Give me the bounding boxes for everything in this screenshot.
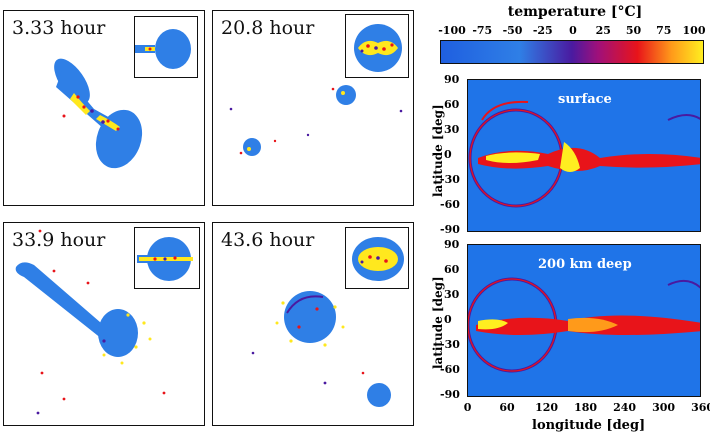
snapshot-panel-1: 3.33 hour bbox=[3, 10, 205, 206]
snapshot-time-label: 20.8 hour bbox=[221, 17, 314, 39]
longitude-tick: 360 bbox=[691, 401, 710, 414]
surface-map: surface bbox=[467, 79, 701, 232]
latitude-tick: 90 bbox=[444, 238, 459, 251]
latitude-tick: 60 bbox=[444, 263, 459, 276]
map-label-surface: surface bbox=[558, 92, 612, 107]
colorbar-tick: 0 bbox=[569, 24, 577, 37]
snapshot-inset bbox=[134, 16, 198, 78]
y-axis-label-bottom: latitude [deg] bbox=[431, 269, 445, 369]
latitude-tick: -90 bbox=[440, 223, 460, 236]
latitude-tick: -30 bbox=[440, 173, 460, 186]
colorbar-tick: -100 bbox=[438, 24, 466, 37]
snapshot-time-label: 43.6 hour bbox=[221, 229, 314, 251]
latitude-tick: 30 bbox=[444, 288, 459, 301]
latitude-tick: -90 bbox=[440, 388, 460, 401]
snapshot-panel-4: 43.6 hour bbox=[212, 222, 414, 426]
colorbar-title: temperature [°C] bbox=[455, 4, 695, 20]
snapshot-time-label: 3.33 hour bbox=[12, 17, 105, 39]
snapshot-inset bbox=[345, 227, 409, 289]
colorbar-tick: 25 bbox=[596, 24, 611, 37]
longitude-tick: 180 bbox=[574, 401, 597, 414]
longitude-tick: 60 bbox=[499, 401, 514, 414]
snapshot-inset bbox=[345, 14, 409, 78]
snapshot-time-label: 33.9 hour bbox=[12, 229, 105, 251]
latitude-tick: -30 bbox=[440, 338, 460, 351]
latitude-tick: 0 bbox=[444, 148, 452, 161]
latitude-tick: 60 bbox=[444, 98, 459, 111]
snapshot-inset bbox=[134, 227, 200, 289]
colorbar-tick: 100 bbox=[683, 24, 706, 37]
colorbar-tick: 50 bbox=[626, 24, 641, 37]
latitude-tick: 30 bbox=[444, 123, 459, 136]
longitude-tick: 0 bbox=[464, 401, 472, 414]
colorbar-tick: -50 bbox=[503, 24, 523, 37]
colorbar-tick: 75 bbox=[656, 24, 671, 37]
longitude-tick: 120 bbox=[535, 401, 558, 414]
latitude-tick: 0 bbox=[444, 313, 452, 326]
x-axis-label: longitude [deg] bbox=[532, 418, 645, 433]
map-label-deep: 200 km deep bbox=[538, 257, 632, 272]
deep-map: 200 km deep bbox=[467, 244, 701, 397]
snapshot-panel-3: 33.9 hour bbox=[3, 222, 205, 426]
snapshot-panel-2: 20.8 hour bbox=[212, 10, 414, 206]
colorbar-tick: -75 bbox=[472, 24, 492, 37]
longitude-tick: 240 bbox=[613, 401, 636, 414]
longitude-tick: 300 bbox=[652, 401, 675, 414]
latitude-tick: -60 bbox=[440, 363, 460, 376]
colorbar bbox=[440, 40, 704, 64]
latitude-tick: -60 bbox=[440, 198, 460, 211]
colorbar-tick: -25 bbox=[533, 24, 553, 37]
latitude-tick: 90 bbox=[444, 73, 459, 86]
